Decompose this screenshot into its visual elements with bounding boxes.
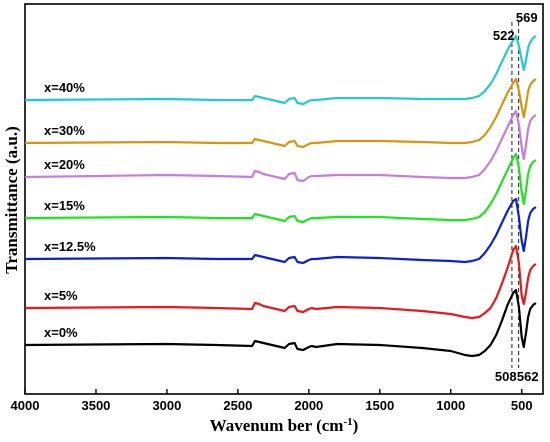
x-tick-label: 2500 [223, 398, 252, 413]
x-tick-label: 1500 [365, 398, 394, 413]
series-label: x=15% [44, 198, 85, 213]
series-line [24, 288, 537, 358]
x-axis-title: Wavenum ber (cm-1) [210, 416, 359, 435]
x-axis-ticks: 4000 3500 3000 2500 2000 1500 1000 500 [11, 389, 533, 413]
x-axis-title-close: ) [353, 416, 359, 435]
peak-label: 522 [493, 28, 515, 43]
series-line [24, 244, 537, 320]
series-line [24, 197, 537, 265]
series-label: x=30% [44, 123, 85, 138]
series-labels: x=0% x=5% x=12.5% x=15% x=20% x=30% x=40% [44, 80, 96, 340]
series-line [24, 109, 537, 183]
series-line [24, 77, 537, 149]
series-label: x=40% [44, 80, 85, 95]
x-tick-label: 2000 [294, 398, 323, 413]
series-lines [24, 34, 537, 358]
series-label: x=20% [44, 157, 85, 172]
series-label: x=5% [44, 288, 78, 303]
plot-frame [24, 3, 544, 395]
series-line [24, 152, 537, 224]
x-tick-label: 4000 [11, 398, 40, 413]
peak-label: 508 [495, 369, 517, 384]
x-tick-label: 500 [511, 398, 533, 413]
x-axis-title-main: Wavenum ber (cm [210, 416, 344, 435]
series-label: x=12.5% [44, 239, 96, 254]
x-tick-label: 3000 [152, 398, 181, 413]
series-line [24, 34, 537, 106]
x-tick-label: 3500 [81, 398, 110, 413]
x-axis-title-sup: -1 [343, 416, 352, 428]
peak-label: 562 [517, 369, 539, 384]
peak-label: 569 [516, 10, 538, 25]
series-label: x=0% [44, 325, 78, 340]
annotation-guides [511, 22, 520, 368]
x-tick-label: 1000 [436, 398, 465, 413]
y-axis-title: Transmittance (a.u.) [2, 126, 21, 273]
